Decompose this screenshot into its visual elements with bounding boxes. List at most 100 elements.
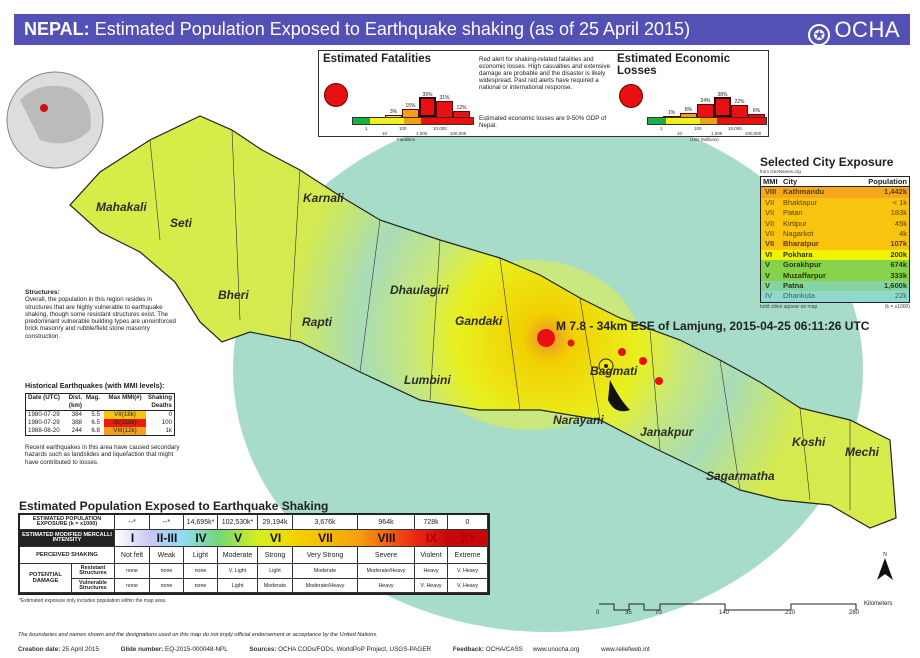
city-mmi: VII [765,218,775,228]
scale-unit: Kilometers [864,601,893,607]
city-mmi: V [765,270,771,280]
table-row: VII Patan 183k [761,208,909,219]
district-label: Bheri [218,288,249,302]
population-exposure: 964k [358,515,415,530]
axis-tick: 100 [399,126,407,131]
table-header: Date (UTC) Dist. (km) Mag. Max MMI(#) Sh… [26,394,174,411]
histogram-bar: 22% [731,99,748,117]
damage-vulnerable: Moderate/Heavy [293,579,358,593]
history-mmi: IX(318k) [104,419,146,427]
damage-resistant: Moderate/Heavy [358,564,415,579]
table-row: VII Nagarkot 4k [761,228,909,240]
histogram-label: 3% [389,109,398,116]
nepal-location-marker [40,104,48,112]
table-row: VII Bharatpur 107k [761,239,909,250]
exposure-table-title: Estimated Population Exposed to Earthqua… [19,499,329,513]
city-mmi: V [765,260,771,270]
population-exposure: 0 [448,515,488,530]
mmi-intensity: V [218,530,258,547]
histogram-label: 22% [734,99,745,106]
population-exposure: --* [115,515,150,530]
scale-label: 70 [655,610,662,616]
city-mmi: IV [765,291,773,301]
table-row: V Patna 1,600k [761,280,909,292]
damage-resistant: none [184,564,218,579]
histogram-bar: 8% [680,107,697,117]
city-population: 333k [890,270,907,280]
table-row: 1980-07-29 384 5.5 VII(18k) 0 [26,411,174,419]
secondary-hazards-note: Recent earthquakes in this area have cau… [25,444,180,466]
title-country: NEPAL: [24,19,90,39]
district-label: Rapti [302,315,332,329]
scale-label: 0 [596,610,600,616]
header-mmi: MMI [763,177,778,186]
economic-title: Estimated Economic Losses [617,53,731,77]
mmi-intensity: IV [184,530,218,547]
economic-panel: Estimated Economic Losses 1% 8% 24% 38% 22% 6… [613,50,769,142]
district-label: Sagarmatha [706,469,775,483]
mmi-intensity: IX [415,530,448,547]
damage-resistant: none [115,564,150,579]
district-label: Mahakali [96,200,147,214]
history-mmi: VIII(12k) [104,427,146,435]
shaking-map [6,71,897,632]
exposure-footnote: *Estimated exposure only includes popula… [19,598,167,604]
city-exposure-panel: Selected City Exposure from GeoNames.org… [760,155,910,310]
header-city: City [783,177,798,186]
red-alert-icon [619,84,643,108]
historical-title: Historical Earthquakes (with MMI levels)… [25,381,165,390]
histogram-bar: 39% [419,92,436,117]
city-name: Muzaffarpur [783,270,826,280]
table-row: V Muzaffarpur 333k [761,270,909,281]
histogram-label: 8% [684,106,693,113]
title-bar: NEPAL: Estimated Population Exposed to E… [14,14,910,46]
district-label: Seti [170,216,193,230]
north-arrow: N [876,552,894,585]
sources: OCHA CODs/FODs, WorldPoP Project, USGS-P… [278,646,432,653]
reliefweb-link[interactable]: www.reliefweb.int [601,646,650,653]
unocha-link[interactable]: www.unocha.org [532,646,580,653]
histogram-bar: 24% [697,98,714,117]
histogram-bar: 1% [663,110,680,117]
damage-vulnerable: V. Heavy [415,579,448,593]
damage-resistant: Moderate [293,564,358,579]
table-row: VIII Kathmandu 1,442k [761,187,909,198]
table-header: MMI City Population [761,177,909,188]
damage-vulnerable: none [115,579,150,593]
table-row: 1988-08-20 244 6.8 VIII(12k) 1k [26,427,174,435]
mmi-intensity: VI [258,530,293,547]
structures-section: Structures: Overall, the population in t… [25,289,180,340]
north-arrow-icon [877,558,893,580]
nepal-border [69,115,897,529]
histogram-label: 31% [439,95,450,102]
city-mmi: VII [765,197,775,207]
scale-label: 35 [625,610,632,616]
district-label: Janakpur [640,425,694,439]
axis-tick: 1,000 [711,131,723,136]
perceived-shaking: Very Strong [293,547,358,564]
history-date: 1980-07-29 [28,411,60,418]
city-mmi: VII [765,228,775,238]
damage-vulnerable: Moderate [258,579,293,593]
logo-text: OCHA [834,17,900,42]
city-name: Dhankuta [783,291,816,301]
scale-label: 140 [719,610,730,616]
city-mmi: VIII [765,187,777,197]
city-footnote-units: (k = x1000) [884,303,910,310]
city-name: Kirtipur [783,218,807,228]
fatalities-panel: Estimated Fatalities 3% 15% 39% 31% 12% 1 10 1… [318,50,614,142]
scale-label: 210 [785,610,796,616]
damage-vulnerable: none [184,579,218,593]
perceived-shaking: Not felt [115,547,150,564]
history-magnitude: 6.8 [91,427,100,434]
city-name: Patna [783,280,804,290]
histogram-label: 24% [700,98,711,105]
economic-note: Estimated economic losses are 9-50% GDP … [479,115,607,129]
page-title: Estimated Population Exposed to Earthqua… [94,19,691,39]
history-magnitude: 6.5 [91,419,100,426]
population-exposure: 102,530k* [218,515,258,530]
axis-tick: 1 [365,126,368,131]
district-label: Koshi [792,435,826,449]
historical-table: Date (UTC) Dist. (km) Mag. Max MMI(#) Sh… [25,393,175,436]
feedback-label: Feedback: [452,646,484,653]
